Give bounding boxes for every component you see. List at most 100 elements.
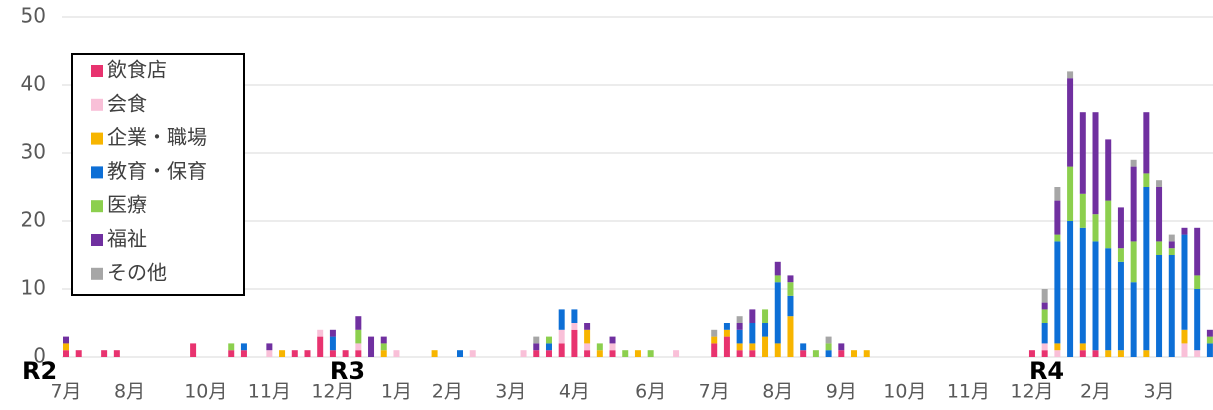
bar-segment — [838, 343, 845, 351]
bar-segment — [749, 343, 756, 351]
x-group-label: R2 — [22, 357, 57, 385]
bar-segment — [851, 350, 858, 357]
bar-segment — [1054, 234, 1061, 242]
bar-segment — [723, 323, 730, 330]
bar-segment — [558, 343, 565, 357]
bar-segment — [1041, 309, 1048, 323]
bar-segment — [1206, 329, 1213, 337]
bar-segment — [228, 350, 235, 357]
x-group-label: R4 — [1029, 357, 1064, 385]
bar-segment — [533, 343, 540, 351]
bar-segment — [825, 343, 832, 351]
bar-segment — [240, 350, 247, 357]
bar-segment — [533, 336, 540, 344]
bar-segment — [736, 343, 743, 351]
y-tick-label: 40 — [21, 72, 46, 96]
bar-segment — [1105, 139, 1112, 201]
bar-segment — [723, 329, 730, 337]
bar-segment — [609, 336, 616, 344]
bar-segment — [787, 282, 794, 296]
legend-label: 飲食店 — [107, 58, 167, 82]
bar-segment — [317, 329, 324, 337]
bar-segment — [1206, 343, 1213, 357]
bar-segment — [571, 329, 578, 357]
bar-segment — [1143, 187, 1150, 351]
bar-segment — [584, 350, 591, 357]
x-tick-label: 8月 — [114, 381, 145, 403]
bar-segment — [774, 343, 781, 357]
bar-segment — [355, 316, 362, 330]
x-tick-label: 2月 — [432, 381, 463, 403]
bar-segment — [1156, 241, 1163, 255]
bar-segment — [736, 350, 743, 357]
bar-segment — [1067, 78, 1074, 167]
bar-segment — [228, 343, 235, 351]
bar-segment — [838, 350, 845, 357]
bar-segment — [800, 350, 807, 357]
x-tick-label: 9月 — [826, 381, 857, 403]
bar-segment — [787, 295, 794, 317]
y-tick-label: 10 — [21, 276, 46, 300]
bar-segment — [1092, 214, 1099, 242]
bar-segment — [1054, 241, 1061, 344]
bar-segment — [1054, 343, 1061, 351]
x-tick-label: 11月 — [947, 381, 990, 403]
bar-segment — [266, 343, 273, 351]
legend-swatch — [91, 200, 103, 213]
bar-segment — [190, 343, 197, 357]
bar-segment — [1054, 187, 1061, 201]
x-tick-label: 6月 — [635, 381, 666, 403]
legend-label: 教育・保育 — [107, 159, 207, 183]
bar-segment — [762, 323, 769, 337]
x-tick-label: 4月 — [559, 381, 590, 403]
bar-segment — [634, 350, 641, 357]
bar-segment — [749, 323, 756, 344]
bar-segment — [711, 336, 718, 344]
x-group-label: R3 — [330, 357, 365, 385]
bar-segment — [1079, 227, 1086, 344]
bar-segment — [545, 336, 552, 344]
bar-segment — [558, 309, 565, 330]
bar-segment — [1130, 241, 1137, 283]
bar-segment — [304, 350, 311, 357]
bar-segment — [113, 350, 120, 357]
bar-segment — [673, 350, 680, 357]
bar-segment — [1054, 350, 1061, 357]
bar-segment — [584, 329, 591, 344]
bar-segment — [1117, 248, 1124, 262]
bar-segment — [63, 343, 69, 351]
bar-segment — [749, 350, 756, 357]
x-tick-label: 12月 — [1010, 381, 1053, 403]
bar-segment — [291, 350, 298, 357]
bar-segment — [1194, 275, 1201, 289]
legend-label: 福祉 — [107, 227, 147, 251]
bar-segment — [545, 350, 552, 357]
bar-segment — [240, 343, 247, 351]
y-tick-label: 0 — [33, 344, 46, 368]
bar-segment — [380, 350, 387, 357]
bar-segment — [1194, 227, 1201, 276]
bar-segment — [571, 323, 578, 330]
legend-label: 会食 — [107, 91, 147, 115]
bar-segment — [723, 336, 730, 357]
bar-segment — [279, 350, 286, 357]
bar-segment — [736, 316, 743, 323]
x-tick-label: 11月 — [248, 381, 291, 403]
bar-segment — [1181, 234, 1188, 330]
bar-segment — [431, 350, 438, 357]
bar-segment — [63, 350, 69, 357]
bar-segment — [1168, 255, 1175, 357]
legend-swatch — [91, 98, 103, 111]
bar-segment — [1194, 350, 1201, 357]
bar-segment — [1130, 166, 1137, 242]
bar-segment — [609, 343, 616, 351]
bar-segment — [736, 323, 743, 330]
bar-segment — [393, 350, 400, 357]
bar-segment — [622, 350, 629, 357]
bar-segment — [329, 350, 336, 357]
bar-segment — [1168, 241, 1175, 249]
bar-segment — [329, 329, 336, 337]
bar-segment — [1181, 343, 1188, 357]
bar-segment — [545, 343, 552, 351]
legend-label: その他 — [107, 260, 167, 284]
